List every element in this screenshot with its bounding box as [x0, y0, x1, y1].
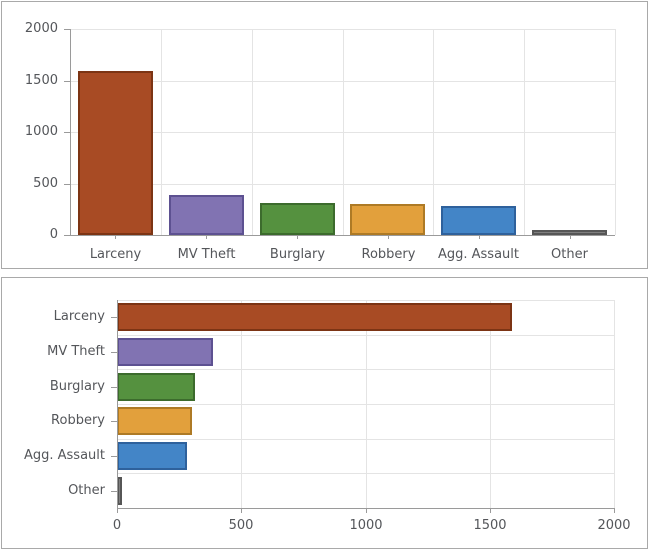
gridline-y-500: [70, 184, 615, 185]
gridline-y-2000: [70, 29, 615, 30]
y-tick-robbery: [111, 421, 117, 422]
y-axis-line: [117, 300, 118, 509]
y-category-label-burglary: Burglary: [49, 379, 105, 394]
y-tick-mv-theft: [111, 352, 117, 353]
x-axis-line: [117, 508, 614, 509]
x-tick-agg-assault: [479, 235, 480, 239]
x-category-label-other: Other: [551, 247, 588, 262]
gridline-row-5: [117, 473, 614, 474]
bar-larceny[interactable]: [117, 303, 512, 331]
y-tick-label-2000: 2000: [24, 21, 58, 36]
bar-agg-assault[interactable]: [117, 442, 187, 470]
y-tick-1000: [64, 132, 70, 133]
y-tick-label-1500: 1500: [24, 73, 58, 88]
bar-burglary[interactable]: [260, 203, 335, 235]
gridline-row-3: [117, 404, 614, 405]
vertical-bar-chart-plot-area: 0 500 1000 1500 2000 Larceny MV Theft Burglary R…: [25, 21, 616, 262]
x-tick-label-0: 0: [112, 518, 122, 533]
y-category-label-agg-assault: Agg. Assault: [23, 448, 105, 463]
y-tick-500: [64, 184, 70, 185]
gridline-band-5: [524, 29, 525, 235]
y-category-label-robbery: Robbery: [51, 413, 105, 428]
x-tick-0: [117, 508, 118, 513]
bar-agg-assault[interactable]: [441, 206, 516, 235]
x-tick-1000: [366, 508, 367, 513]
x-tick-burglary: [297, 235, 298, 239]
gridline-band-6: [615, 29, 616, 235]
y-category-label-larceny: Larceny: [53, 309, 105, 324]
y-category-label-other: Other: [68, 483, 105, 498]
horizontal-bar-chart-plot-area: Larceny MV Theft Burglary Robbery Agg. Assau…: [24, 300, 631, 533]
x-category-label-mv-theft: MV Theft: [177, 247, 236, 262]
y-tick-other: [111, 491, 117, 492]
x-tick-label-1000: 1000: [349, 518, 383, 533]
bar-burglary[interactable]: [117, 373, 195, 401]
gridline-y-1500: [70, 81, 615, 82]
vertical-bar-chart-panel: 0 500 1000 1500 2000 Larceny MV Theft Burglary R…: [1, 1, 648, 269]
gridline-band-3: [343, 29, 344, 235]
x-tick-500: [241, 508, 242, 513]
x-category-label-burglary: Burglary: [269, 247, 326, 262]
gridline-band-4: [433, 29, 434, 235]
x-tick-label-2000: 2000: [597, 518, 631, 533]
x-category-label-agg-assault: Agg. Assault: [437, 247, 519, 262]
gridline-row-4: [117, 439, 614, 440]
x-axis-line: [64, 235, 615, 236]
y-category-label-mv-theft: MV Theft: [47, 344, 105, 359]
y-tick-2000: [64, 29, 70, 30]
y-tick-burglary: [111, 387, 117, 388]
x-tick-1500: [490, 508, 491, 513]
gridline-y-1000: [70, 132, 615, 133]
x-tick-2000: [614, 508, 615, 513]
x-tick-mv-theft: [206, 235, 207, 239]
bar-mv-theft[interactable]: [169, 195, 244, 235]
y-axis-line: [70, 29, 71, 236]
x-tick-other: [570, 235, 571, 239]
bar-robbery[interactable]: [117, 407, 192, 435]
x-tick-robbery: [388, 235, 389, 239]
y-tick-label-0: 0: [49, 227, 58, 242]
gridline-band-1: [161, 29, 162, 235]
x-tick-larceny: [115, 235, 116, 239]
y-tick-larceny: [111, 317, 117, 318]
y-tick-1500: [64, 81, 70, 82]
gridline-row-1: [117, 335, 614, 336]
gridline-row-2: [117, 369, 614, 370]
bar-other[interactable]: [532, 230, 607, 235]
y-tick-agg-assault: [111, 456, 117, 457]
x-category-label-larceny: Larceny: [89, 247, 142, 262]
y-tick-0: [64, 235, 70, 236]
gridline-x-2000: [614, 300, 615, 508]
bar-other[interactable]: [117, 477, 122, 505]
horizontal-bar-chart-panel: Larceny MV Theft Burglary Robbery Agg. Assau…: [1, 277, 648, 549]
y-tick-label-500: 500: [33, 176, 58, 191]
bar-mv-theft[interactable]: [117, 338, 213, 366]
x-tick-label-500: 500: [228, 518, 254, 533]
x-tick-label-1500: 1500: [473, 518, 507, 533]
gridline-row-0: [117, 300, 614, 301]
x-category-label-robbery: Robbery: [361, 247, 416, 262]
y-tick-label-1000: 1000: [24, 124, 58, 139]
bar-robbery[interactable]: [350, 204, 425, 235]
bar-larceny[interactable]: [78, 71, 153, 235]
gridline-band-2: [252, 29, 253, 235]
